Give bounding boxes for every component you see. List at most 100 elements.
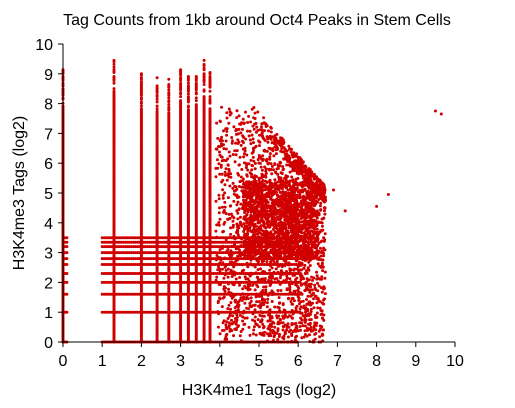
data-point xyxy=(217,265,220,269)
data-point xyxy=(230,244,234,248)
data-point xyxy=(215,223,219,227)
data-point xyxy=(279,136,282,140)
data-point xyxy=(250,168,254,172)
data-point xyxy=(322,239,326,243)
data-point xyxy=(222,276,226,280)
data-point xyxy=(263,174,267,178)
data-point xyxy=(233,149,237,153)
data-point xyxy=(282,150,286,154)
data-point xyxy=(208,107,212,111)
data-point xyxy=(253,265,257,269)
data-point xyxy=(186,104,190,108)
data-point xyxy=(112,58,116,62)
data-point xyxy=(323,276,327,280)
data-point xyxy=(232,251,236,255)
data-point xyxy=(318,264,322,268)
data-point xyxy=(268,155,272,159)
data-point xyxy=(235,109,239,113)
data-point xyxy=(302,282,306,286)
data-point xyxy=(247,307,251,311)
data-point xyxy=(259,320,262,324)
data-point xyxy=(258,140,262,144)
data-point xyxy=(229,268,233,272)
data-point xyxy=(279,161,283,165)
data-point xyxy=(275,147,279,151)
data-point xyxy=(229,249,233,253)
data-point xyxy=(217,223,221,227)
data-point xyxy=(294,308,298,312)
data-point xyxy=(225,133,229,137)
data-point xyxy=(287,144,291,148)
data-point xyxy=(298,310,302,314)
data-point xyxy=(224,167,228,171)
data-point xyxy=(167,91,171,95)
data-point xyxy=(238,248,241,252)
data-point xyxy=(251,332,255,336)
data-point xyxy=(299,272,303,276)
data-point xyxy=(306,294,310,298)
data-point xyxy=(229,307,232,311)
data-point xyxy=(225,332,229,336)
data-point xyxy=(275,259,279,263)
data-point xyxy=(217,197,221,201)
data-point xyxy=(234,277,238,281)
data-point xyxy=(65,240,69,244)
data-point xyxy=(221,193,225,197)
data-point xyxy=(230,318,233,322)
data-point xyxy=(267,129,270,133)
data-point xyxy=(65,280,69,284)
data-point xyxy=(294,278,297,282)
data-point xyxy=(245,261,249,265)
data-point xyxy=(239,215,242,219)
data-point xyxy=(239,244,243,248)
data-point xyxy=(155,97,159,101)
data-point xyxy=(265,260,269,263)
data-point xyxy=(222,147,226,151)
data-point xyxy=(112,89,116,93)
data-point xyxy=(286,175,290,178)
data-point xyxy=(243,322,247,326)
data-point xyxy=(217,145,220,148)
data-point xyxy=(155,76,159,80)
data-point xyxy=(289,328,293,332)
data-point xyxy=(256,318,260,322)
data-point xyxy=(246,265,250,269)
data-point xyxy=(214,278,218,282)
data-point xyxy=(220,135,224,139)
data-point xyxy=(239,131,243,135)
data-point xyxy=(265,301,269,305)
data-point xyxy=(225,320,229,324)
data-point xyxy=(228,314,232,318)
data-point xyxy=(320,290,324,294)
data-point xyxy=(253,167,257,171)
data-point xyxy=(299,278,303,282)
data-point xyxy=(297,286,301,290)
data-point xyxy=(268,152,272,156)
data-point xyxy=(320,334,324,337)
data-point xyxy=(218,206,221,210)
data-point xyxy=(276,292,280,296)
data-point xyxy=(246,288,250,292)
data-point xyxy=(254,144,258,148)
data-point xyxy=(290,322,294,325)
data-point xyxy=(226,157,230,161)
data-point xyxy=(233,237,237,241)
data-point xyxy=(251,263,255,267)
data-point xyxy=(217,211,221,215)
data-point xyxy=(320,312,324,316)
data-point xyxy=(289,300,293,303)
data-point xyxy=(239,330,243,333)
data-point xyxy=(227,150,231,154)
data-point xyxy=(65,263,69,266)
data-point xyxy=(214,175,218,179)
data-point xyxy=(226,163,230,167)
data-point xyxy=(260,314,264,318)
data-point xyxy=(251,146,255,150)
data-point xyxy=(315,277,319,281)
data-point xyxy=(228,154,232,158)
data-point xyxy=(65,251,69,255)
data-point xyxy=(270,141,274,145)
data-point xyxy=(227,287,230,291)
data-point xyxy=(227,257,231,261)
data-point xyxy=(249,120,253,124)
